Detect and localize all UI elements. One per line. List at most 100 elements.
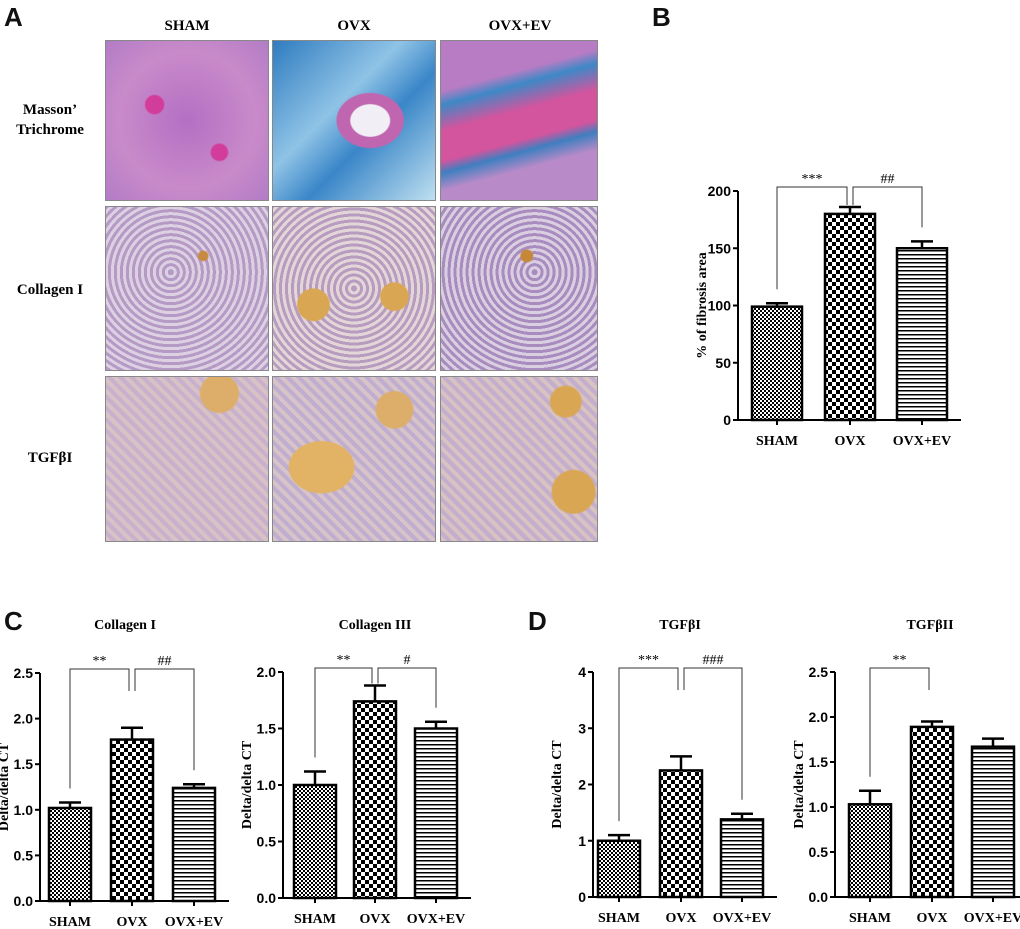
y-axis-label: % of fibrosis area <box>695 252 710 358</box>
collagen-ovx-ev-image <box>440 206 598 371</box>
y-tick-label: 0.0 <box>257 890 277 906</box>
bar-ovx-ev <box>719 818 765 899</box>
significance-label: ## <box>158 654 172 669</box>
chart-title-collagen-i: Collagen I <box>94 618 156 633</box>
x-tick-label: OVX+EV <box>165 915 224 929</box>
significance-bracket <box>377 667 437 708</box>
bar-ovx-ev <box>970 745 1016 899</box>
bar-ovx-ev <box>171 786 217 903</box>
chart-collagen-iii: 0.0 0.5 1.0 1.5 2.0 Delta/delta CT SHAM OVX OVX+… <box>240 653 471 927</box>
row-label-tgfb: TGFβI <box>27 450 73 466</box>
significance-bracket <box>776 186 848 290</box>
masson-ovx-image <box>272 40 436 201</box>
chart-tgfbi: 0 1 2 3 4 Delta/delta CT SHAM OVX OVX+EV *** ### <box>550 653 777 926</box>
collagen-ovx-image <box>272 206 436 371</box>
y-tick-label: 2.0 <box>14 711 34 727</box>
significance-bracket <box>134 668 195 771</box>
significance-label: *** <box>638 653 659 668</box>
y-tick-label: 100 <box>708 298 732 314</box>
y-tick-label: 1.0 <box>809 799 829 815</box>
tgfb-ovx-ev-image <box>440 376 598 542</box>
y-tick-label: 1 <box>578 833 586 849</box>
bar-ovx <box>823 212 877 422</box>
x-tick-label: SHAM <box>598 911 640 926</box>
tgfb-ovx-image <box>272 376 436 542</box>
significance-bracket <box>69 668 130 789</box>
y-tick-label: 0 <box>578 889 586 905</box>
x-tick-label: OVX <box>359 912 390 927</box>
bar-ovx <box>658 769 704 899</box>
column-header-ovx: OVX <box>337 18 371 34</box>
significance-label: ** <box>93 654 107 669</box>
y-tick-label: 3 <box>578 720 586 736</box>
y-tick-label: 0.5 <box>14 847 34 863</box>
bar-sham <box>596 839 642 899</box>
bar-ovx <box>909 725 955 899</box>
x-tick-label: OVX <box>916 911 947 926</box>
y-tick-label: 2 <box>578 777 586 793</box>
x-tick-label: SHAM <box>756 434 798 449</box>
y-tick-label: 0.5 <box>257 834 277 850</box>
y-axis-label: Delta/delta CT <box>240 740 255 829</box>
significance-label: *** <box>802 172 823 187</box>
y-tick-label: 0 <box>723 412 731 428</box>
y-axis-label: Delta/delta CT <box>0 742 12 831</box>
bar-ovx-ev <box>413 727 459 900</box>
y-tick-label: 0.0 <box>809 889 829 905</box>
significance-label: ** <box>337 653 351 668</box>
y-axis-label: Delta/delta CT <box>550 740 565 829</box>
y-tick-label: 2.5 <box>14 665 34 681</box>
x-tick-label: OVX <box>116 915 147 929</box>
y-tick-label: 200 <box>708 183 732 199</box>
chart-tgfbii: 0.0 0.5 1.0 1.5 2.0 2.5 Delta/delta CT SHAM OVX O… <box>792 653 1020 926</box>
chart-collagen-i: 0.0 0.5 1.0 1.5 2.0 2.5 Delta/delta CT SHAM OVX O… <box>0 654 229 929</box>
bar-sham <box>292 783 338 900</box>
tgfb-sham-image <box>105 376 269 542</box>
x-tick-label: SHAM <box>294 912 336 927</box>
significance-bracket <box>683 667 743 800</box>
y-tick-label: 4 <box>578 664 586 680</box>
significance-bracket <box>869 667 930 777</box>
y-tick-label: 1.5 <box>257 721 277 737</box>
y-tick-label: 1.5 <box>809 754 829 770</box>
masson-ovx-ev-image <box>440 40 598 201</box>
significance-bracket <box>618 667 679 822</box>
x-tick-label: OVX <box>834 434 865 449</box>
chart-fibrosis-area: 0 50 100 150 200 % of fibrosis area SHAM OVX OVX… <box>695 172 961 449</box>
significance-label: ## <box>881 172 895 187</box>
significance-label: ### <box>703 653 724 668</box>
significance-bracket <box>852 186 923 228</box>
bar-ovx-ev <box>895 247 949 422</box>
y-tick-label: 150 <box>708 240 732 256</box>
chart-title-tgfbii: TGFβII <box>906 618 954 633</box>
bar-sham <box>847 803 893 899</box>
y-tick-label: 1.0 <box>14 802 34 818</box>
y-tick-label: 1.0 <box>257 777 277 793</box>
chart-title-tgfbi: TGFβI <box>659 618 701 633</box>
column-header-sham: SHAM <box>164 18 210 34</box>
y-tick-label: 0.0 <box>14 893 34 909</box>
significance-bracket <box>314 667 373 758</box>
x-tick-label: SHAM <box>849 911 891 926</box>
masson-sham-image <box>105 40 269 201</box>
x-tick-label: OVX+EV <box>407 912 466 927</box>
y-tick-label: 2.5 <box>809 664 829 680</box>
y-axis-label: Delta/delta CT <box>792 740 807 829</box>
significance-label: ** <box>893 653 907 668</box>
x-tick-label: OVX+EV <box>713 911 772 926</box>
collagen-sham-image <box>105 206 269 371</box>
panel-label-d: D <box>528 606 547 636</box>
row-label-collagen: Collagen I <box>16 282 84 298</box>
significance-label: # <box>404 653 411 668</box>
x-tick-label: OVX+EV <box>893 434 952 449</box>
y-tick-label: 1.5 <box>14 756 34 772</box>
bar-sham <box>47 806 93 903</box>
bar-ovx <box>352 700 398 900</box>
column-header-ovx-ev: OVX+EV <box>488 18 552 34</box>
x-tick-label: OVX+EV <box>964 911 1020 926</box>
panel-label-b: B <box>652 2 671 32</box>
x-tick-label: SHAM <box>49 915 91 929</box>
bar-ovx <box>109 738 155 903</box>
chart-title-collagen-iii: Collagen III <box>338 618 412 633</box>
